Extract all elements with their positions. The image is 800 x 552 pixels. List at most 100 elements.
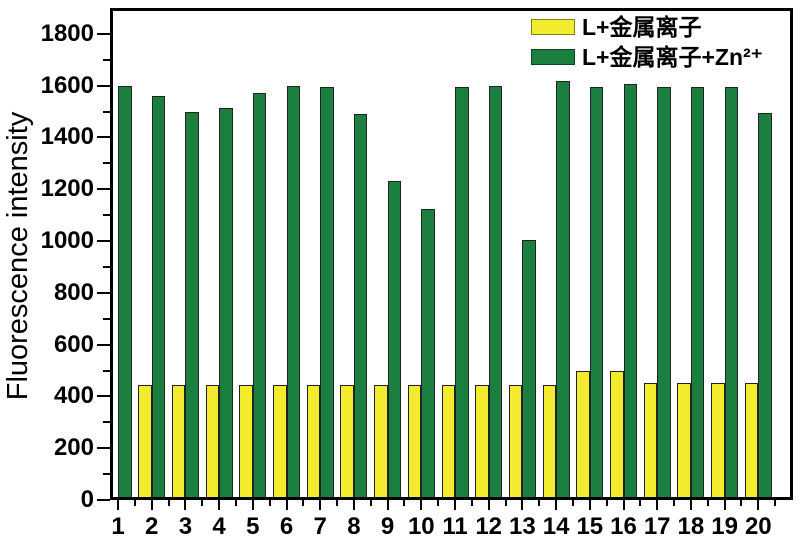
- y-tick-label: 400: [53, 382, 94, 410]
- x-tick-label: 4: [212, 513, 226, 540]
- bar-green: [758, 112, 772, 500]
- x-minor-tick: [470, 500, 473, 506]
- y-tick-label: 1800: [40, 19, 94, 47]
- x-tick-label: 10: [407, 513, 435, 540]
- x-minor-tick: [774, 500, 777, 506]
- x-minor-tick: [538, 500, 541, 506]
- y-tick-label: 1200: [40, 175, 94, 203]
- x-major-tick: [150, 500, 153, 510]
- x-major-tick: [723, 500, 726, 510]
- bar-green: [556, 80, 570, 500]
- x-major-tick: [689, 500, 692, 510]
- x-minor-tick: [201, 500, 204, 506]
- x-major-tick: [555, 500, 558, 510]
- x-tick-label: 1: [111, 513, 125, 540]
- x-tick-label: 15: [576, 513, 604, 540]
- bar-yellow: [340, 384, 354, 500]
- x-minor-tick: [639, 500, 642, 506]
- bar-green: [320, 86, 334, 500]
- x-major-tick: [218, 500, 221, 510]
- bar-green: [252, 93, 267, 500]
- x-minor-tick: [369, 500, 372, 506]
- x-tick-label: 8: [347, 513, 361, 540]
- legend-item: L+金属离子: [531, 12, 763, 42]
- bar-yellow: [711, 383, 725, 500]
- bar-green: [151, 96, 166, 500]
- legend-label: L+金属离子: [582, 14, 702, 40]
- x-tick-label: 9: [380, 513, 395, 540]
- x-major-tick: [420, 500, 423, 510]
- y-minor-tick: [103, 162, 110, 165]
- bar-yellow: [610, 370, 624, 500]
- bar-yellow: [205, 384, 220, 500]
- legend-item: L+金属离子+Zn²⁺: [531, 42, 763, 72]
- bar-yellow: [407, 384, 422, 500]
- x-tick-label: 5: [246, 513, 260, 540]
- bar-green: [286, 85, 300, 500]
- bar-green: [488, 85, 503, 500]
- y-minor-tick: [103, 265, 110, 268]
- x-minor-tick: [133, 500, 136, 506]
- x-major-tick: [454, 500, 456, 510]
- y-minor-tick: [103, 317, 110, 320]
- x-major-tick: [588, 500, 591, 510]
- x-major-tick: [757, 500, 760, 510]
- y-major-tick: [97, 188, 110, 191]
- x-major-tick: [117, 500, 119, 510]
- bar-green: [185, 111, 199, 500]
- bar-green: [219, 107, 233, 500]
- y-tick-label: 0: [80, 486, 94, 513]
- y-tick-label: 1000: [40, 227, 94, 255]
- x-tick-label: 17: [643, 513, 671, 540]
- x-tick-label: 3: [178, 513, 193, 540]
- bar-yellow: [273, 384, 287, 500]
- x-tick-label: 6: [279, 513, 294, 540]
- x-minor-tick: [740, 500, 743, 506]
- x-major-tick: [319, 500, 322, 510]
- y-major-tick: [97, 343, 110, 346]
- x-tick-label: 12: [475, 513, 503, 540]
- x-major-tick: [622, 500, 625, 510]
- x-minor-tick: [706, 500, 709, 506]
- bar-yellow: [171, 384, 186, 500]
- bar-green: [455, 86, 469, 500]
- x-minor-tick: [268, 500, 271, 506]
- x-minor-tick: [673, 500, 676, 506]
- x-tick-label: 16: [610, 513, 637, 540]
- legend-label: L+金属离子+Zn²⁺: [582, 44, 763, 70]
- bar-yellow: [677, 383, 691, 500]
- legend-swatch-yellow-series: [531, 19, 575, 35]
- x-tick-label: 20: [744, 513, 772, 540]
- y-minor-tick: [103, 473, 110, 476]
- y-minor-tick: [103, 214, 110, 217]
- bar-green: [623, 84, 637, 500]
- bar-yellow: [744, 383, 759, 500]
- x-tick-label: 13: [509, 513, 536, 540]
- x-major-tick: [386, 500, 389, 510]
- y-tick-label: 800: [53, 278, 94, 306]
- y-tick-label: 600: [53, 330, 94, 358]
- x-minor-tick: [167, 500, 170, 506]
- bar-yellow: [441, 384, 455, 500]
- bar-yellow: [542, 384, 557, 500]
- y-minor-tick: [103, 421, 110, 424]
- x-minor-tick: [336, 500, 339, 506]
- x-major-tick: [487, 500, 490, 510]
- bar-yellow: [508, 384, 523, 500]
- y-major-tick: [97, 32, 110, 35]
- y-minor-tick: [103, 369, 110, 372]
- bar-green: [387, 181, 402, 500]
- y-minor-tick: [103, 58, 110, 61]
- bar-green: [589, 86, 604, 500]
- y-tick-label: 1400: [40, 123, 94, 151]
- x-major-tick: [251, 500, 254, 510]
- x-major-tick: [352, 500, 355, 510]
- bar-green: [724, 86, 739, 500]
- x-tick-label: 14: [542, 513, 570, 540]
- bar-green: [657, 86, 671, 500]
- y-major-tick: [97, 240, 110, 243]
- y-major-tick: [97, 447, 110, 450]
- bar-green: [118, 85, 132, 500]
- legend-swatch-green-series: [531, 49, 575, 65]
